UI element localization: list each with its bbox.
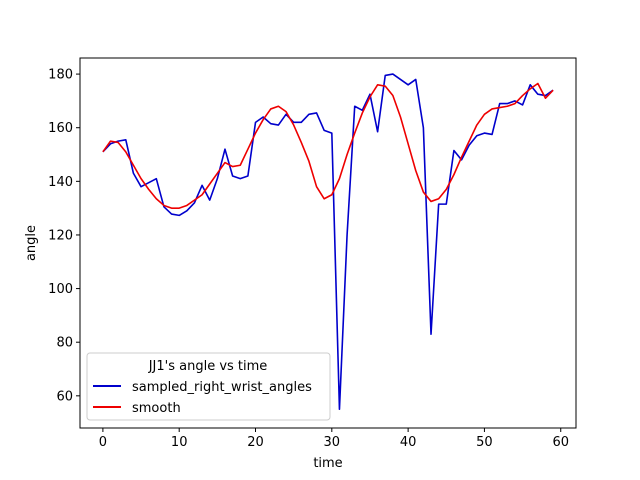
x-tick-label: 50: [476, 435, 493, 450]
series-line-sampled-right-wrist-angles: [102, 73, 554, 411]
x-tick-label: 0: [99, 435, 107, 450]
x-tick-label: 20: [247, 435, 264, 450]
plot-frame: [79, 57, 577, 429]
y-tick-label: 80: [56, 336, 73, 351]
y-axis-label: angle: [24, 225, 39, 261]
legend-label-smooth: smooth: [132, 401, 181, 416]
y-tick-label: 100: [48, 282, 73, 297]
series-line-smooth: [102, 82, 554, 209]
x-tick-label: 60: [552, 435, 569, 450]
x-axis-label: time: [313, 456, 342, 471]
x-tick-label: 10: [171, 435, 188, 450]
y-tick-label: 60: [56, 389, 73, 404]
y-tick-label: 140: [48, 175, 73, 190]
legend: JJ1's angle vs time sampled_right_wrist_…: [86, 352, 331, 421]
y-axis: 60 80 100 120 140 160 180: [48, 68, 80, 404]
x-tick-label: 30: [324, 435, 341, 450]
y-tick-label: 160: [48, 121, 73, 136]
legend-box: [86, 352, 331, 421]
x-axis: 0 10 20 30 40 50 60: [99, 428, 569, 450]
y-tick-label: 120: [48, 228, 73, 243]
y-tick-label: 180: [48, 68, 73, 83]
legend-title: JJ1's angle vs time: [148, 359, 268, 374]
legend-label-sampled: sampled_right_wrist_angles: [132, 380, 312, 395]
x-tick-label: 40: [400, 435, 417, 450]
series-layer: [102, 73, 554, 411]
